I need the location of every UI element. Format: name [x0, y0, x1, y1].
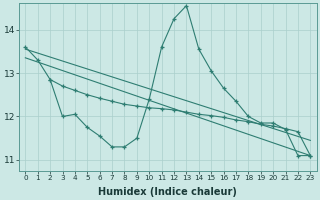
X-axis label: Humidex (Indice chaleur): Humidex (Indice chaleur) [98, 187, 237, 197]
